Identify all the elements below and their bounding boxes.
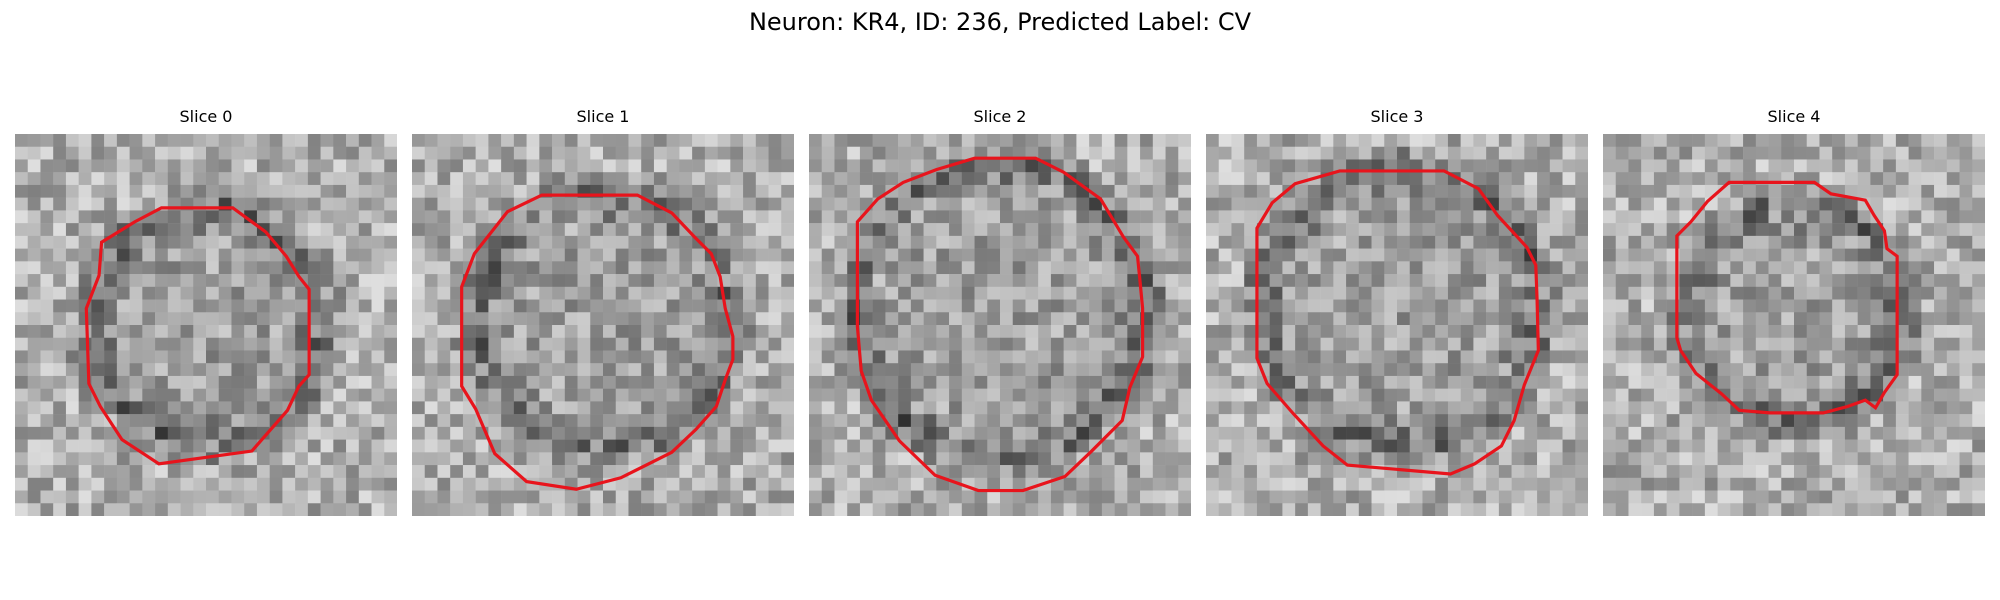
slice-image-4 <box>1603 134 1985 516</box>
pixel-grid-1 <box>412 134 794 516</box>
figure-title: Neuron: KR4, ID: 236, Predicted Label: C… <box>748 8 1252 36</box>
slice-image-2 <box>809 134 1191 516</box>
slice-image-1 <box>412 134 794 516</box>
cell-contour-4 <box>1675 180 1899 415</box>
cell-contour-0 <box>84 206 311 466</box>
pixel-grid-0 <box>15 134 397 516</box>
slice-panel-0: Slice 0 <box>15 106 397 516</box>
pixel-grid-4 <box>1603 134 1985 516</box>
slice-panel-3: Slice 3 <box>1206 106 1588 516</box>
slice-image-0 <box>15 134 397 516</box>
slice-panel-2: Slice 2 <box>809 106 1191 516</box>
slice-panel-4: Slice 4 <box>1603 106 1985 516</box>
pixel-grid-2 <box>809 134 1191 516</box>
cell-contour-2 <box>855 156 1145 493</box>
cell-contour-3 <box>1255 169 1540 476</box>
slice-panel-1: Slice 1 <box>412 106 794 516</box>
slice-title-1: Slice 1 <box>576 107 630 126</box>
slice-title-4: Slice 4 <box>1767 107 1821 126</box>
slice-title-3: Slice 3 <box>1370 107 1424 126</box>
slice-image-3 <box>1206 134 1588 516</box>
slice-title-0: Slice 0 <box>179 107 233 126</box>
slice-title-2: Slice 2 <box>973 107 1027 126</box>
pixel-grid-3 <box>1206 134 1588 516</box>
cell-contour-1 <box>460 193 735 491</box>
